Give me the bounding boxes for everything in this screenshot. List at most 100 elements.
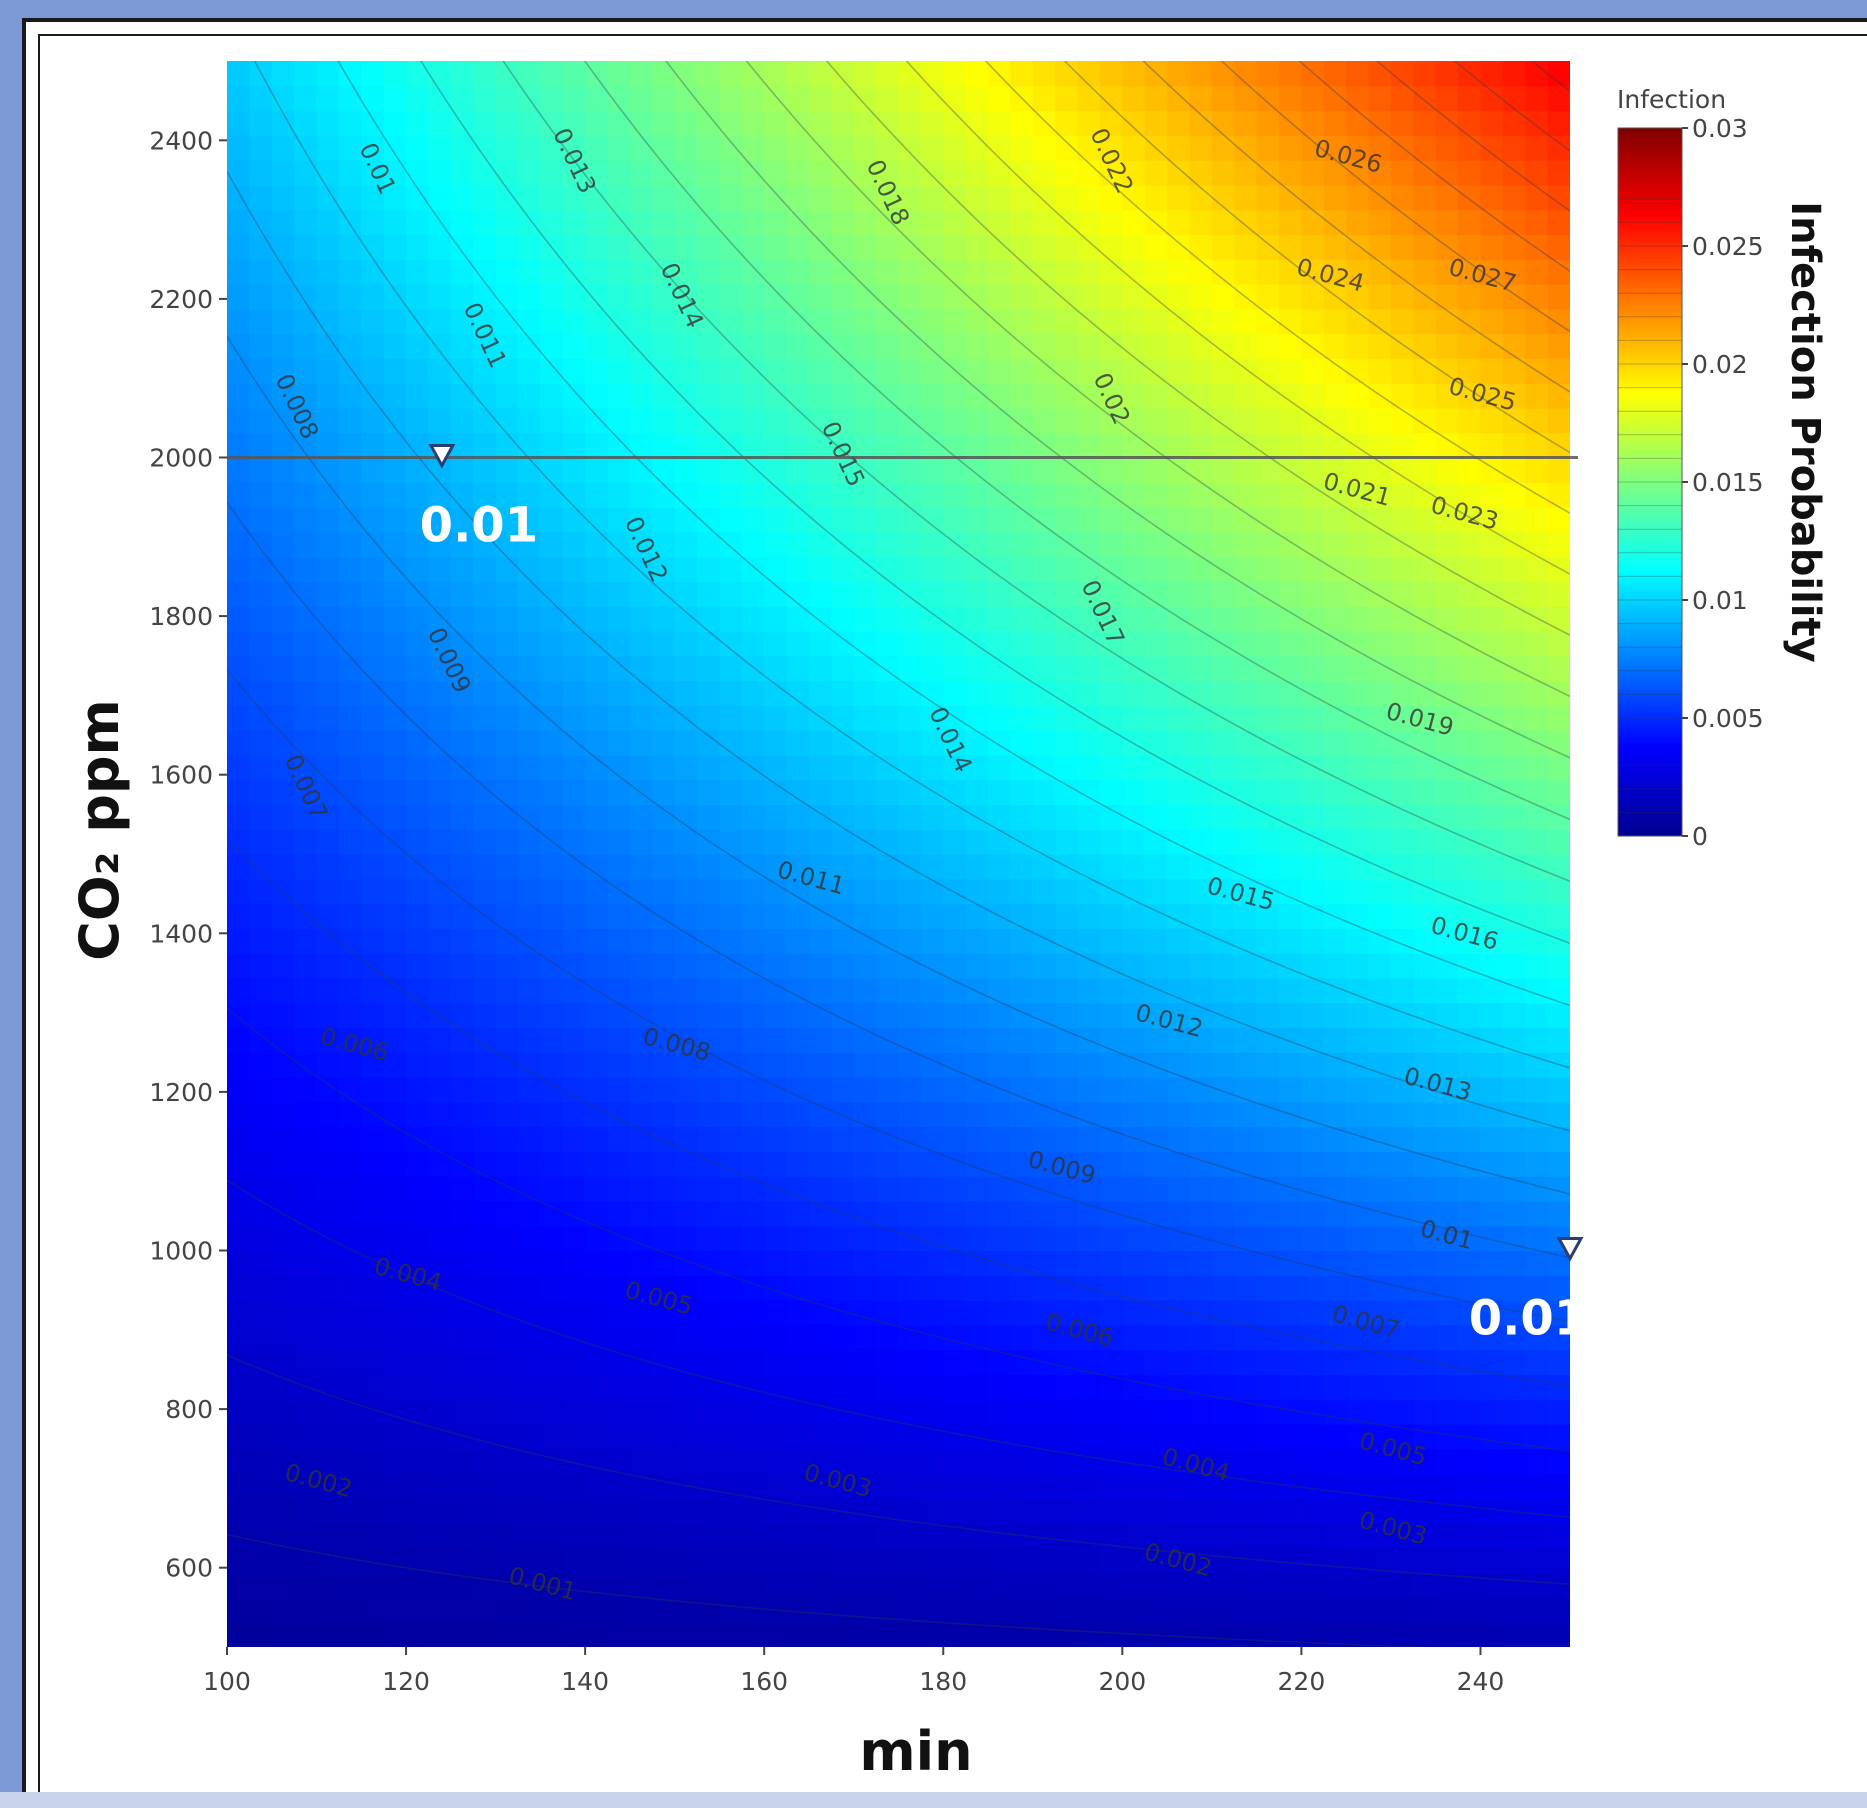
heat-cell [1547,507,1570,533]
heat-cell [294,854,318,880]
heat-cell [1301,1622,1325,1647]
heat-cell [674,234,698,260]
heat-cell [1077,1200,1101,1227]
heat-cell [1323,209,1347,236]
heat-cell [1279,1176,1302,1202]
heat-cell [764,1523,788,1549]
heat-cell [697,1300,721,1326]
heat-cell [1346,1027,1370,1053]
heat-cell [1167,1324,1191,1351]
heat-cell [1435,85,1459,112]
heat-cell [540,234,564,260]
heat-cell [719,457,743,483]
heat-cell [1323,1622,1347,1647]
heat-cell [585,482,609,508]
heat-cell [943,383,967,409]
heat-cell [249,1523,273,1549]
heat-cell [764,234,788,260]
heat-cell [1525,878,1549,905]
heat-cell [271,878,295,905]
heat-cell [1055,1300,1079,1326]
heat-cell [495,259,519,285]
heat-cell [562,606,586,632]
heat-cell [853,1126,877,1152]
heat-cell [988,135,1012,161]
heat-cell [1547,1498,1570,1524]
heat-cell [1301,1498,1325,1524]
heat-cell [406,432,430,459]
heat-cell [495,829,519,855]
heat-cell [249,1077,273,1103]
heat-cell [786,878,810,905]
heat-cell [383,1572,407,1599]
heat-cell [943,1126,967,1152]
heat-cell [361,829,385,855]
heat-cell [674,135,698,161]
heat-cell [406,110,430,136]
heat-cell [607,1002,631,1029]
heat-cell [1458,754,1482,781]
heat-cell [1144,1547,1168,1574]
heat-cell [249,284,273,310]
heat-cell [495,1250,519,1276]
heat-cell [227,1052,250,1078]
heat-cell [1390,1572,1414,1599]
heat-cell [562,1324,586,1351]
heat-cell [1010,482,1034,508]
heat-cell [1547,457,1570,483]
heat-cell [406,482,430,508]
heat-cell [294,1250,318,1276]
heat-cell [1099,358,1123,384]
heat-cell [249,1349,273,1376]
heat-cell [540,160,564,186]
heat-cell [585,333,609,359]
heat-cell [294,209,318,236]
heat-cell [1099,804,1123,830]
heat-cell [965,829,989,855]
heat-cell [450,1126,474,1152]
heat-cell [1144,1077,1168,1103]
heat-cell [1435,1349,1459,1376]
heat-cell [1413,507,1437,533]
heat-cell [1323,1374,1347,1400]
heat-cell [652,1176,676,1202]
heat-cell [1502,1572,1526,1599]
heat-cell [383,779,407,806]
heat-cell [943,804,967,830]
heat-cell [1256,531,1280,558]
heat-cell [361,1523,385,1549]
heat-cell [495,1225,519,1252]
heat-cell [1211,1498,1235,1524]
heat-cell [1547,1077,1570,1103]
heat-cell [249,308,273,335]
heat-cell [965,556,989,583]
heat-cell [585,1077,609,1103]
heat-cell [1211,928,1235,954]
heat-cell [786,1176,810,1202]
heat-cell [1122,531,1146,558]
heat-cell [1368,1126,1392,1152]
heat-cell [271,581,295,607]
heat-cell [1435,1399,1459,1425]
heat-cell [808,1498,832,1524]
heat-cell [1390,234,1414,260]
heat-cell [1368,1473,1392,1499]
heat-cell [406,1448,430,1475]
heat-cell [1346,1399,1370,1425]
heat-cell [517,259,541,285]
heat-cell [920,1399,944,1425]
heat-cell [1077,1523,1101,1549]
heat-cell [965,1374,989,1400]
heat-cell [808,1423,832,1450]
heat-cell [764,754,788,781]
heat-cell [831,1622,855,1647]
heat-cell [450,705,474,731]
heat-cell [1167,854,1191,880]
heat-cell [1032,383,1056,409]
heat-cell [1502,135,1526,161]
heat-cell [853,1324,877,1351]
heat-cell [361,457,385,483]
heat-cell [1368,1027,1392,1053]
heat-cell [585,903,609,929]
colorbar-tick-label: 0.025 [1692,232,1764,261]
